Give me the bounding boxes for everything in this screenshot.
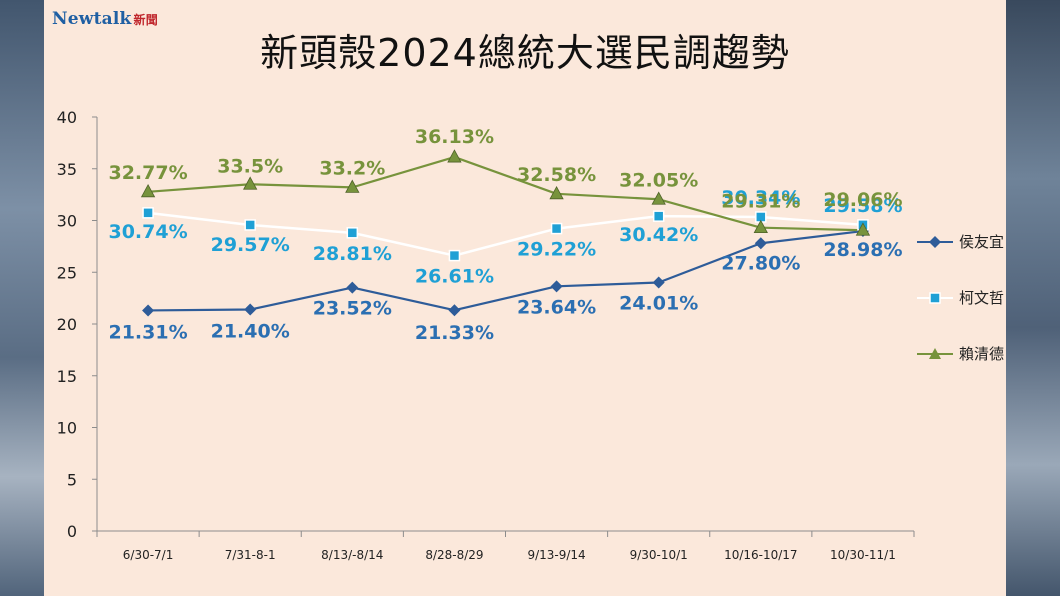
x-tick-label: 10/16-10/17	[724, 548, 798, 562]
x-tick-label: 9/30-10/1	[630, 548, 688, 562]
chart-title: 新頭殼2024總統大選民調趨勢	[260, 31, 790, 75]
diamond-marker	[754, 237, 767, 250]
right-blurred-backdrop	[1006, 0, 1060, 596]
legend-label: 柯文哲	[959, 289, 1005, 307]
data-label: 29.22%	[517, 239, 596, 261]
diamond-marker	[550, 280, 563, 293]
data-label: 21.40%	[211, 321, 290, 343]
triangle-marker	[753, 219, 768, 234]
data-label: 21.33%	[415, 322, 494, 344]
triangle-marker	[855, 222, 871, 236]
x-tick-label: 8/28-8/29	[425, 548, 483, 562]
x-tick-label: 6/30-7/1	[123, 548, 174, 562]
chart-panel: Newtalk 新聞 新頭殼2024總統大選民調趨勢	[44, 0, 1006, 596]
square-marker	[346, 227, 359, 239]
y-tick-label: 0	[67, 522, 77, 541]
data-label: 32.77%	[108, 162, 187, 184]
diamond-marker	[448, 304, 461, 317]
y-tick-label: 25	[57, 263, 77, 282]
y-tick-label: 10	[57, 419, 77, 438]
y-tick-label: 30	[57, 212, 77, 231]
legend-key-icon	[917, 347, 953, 359]
y-tick-label: 5	[67, 470, 77, 489]
y-tick-label: 35	[57, 160, 77, 179]
newtalk-logo: Newtalk 新聞	[52, 9, 158, 29]
data-label: 29.06%	[823, 189, 902, 211]
data-label: 28.98%	[823, 239, 902, 261]
triangle-marker	[243, 176, 258, 190]
logo-sub-text: 新聞	[133, 13, 158, 27]
data-label: 26.61%	[415, 266, 494, 288]
series-line-2	[147, 155, 863, 232]
legend-label: 賴清德	[959, 345, 1005, 363]
data-label: 23.64%	[517, 296, 596, 318]
square-marker	[142, 207, 154, 219]
triangle-marker	[140, 183, 156, 198]
data-label: 36.13%	[415, 126, 494, 148]
data-label: 30.42%	[619, 224, 698, 246]
data-label: 29.57%	[211, 234, 290, 256]
legend-item: 柯文哲	[915, 287, 1004, 308]
data-label: 30.74%	[108, 221, 187, 243]
y-tick-label: 20	[57, 315, 77, 334]
legend-item: 侯友宜	[915, 231, 1004, 252]
square-marker	[550, 222, 563, 235]
diamond-marker	[346, 281, 359, 294]
data-label: 28.81%	[313, 243, 392, 265]
data-label: 29.31%	[721, 191, 800, 213]
series-line-1	[147, 211, 864, 257]
legend-key-icon	[917, 291, 953, 304]
data-label: 27.80%	[721, 252, 800, 274]
triangle-marker	[549, 185, 564, 200]
triangle-marker	[447, 149, 462, 163]
data-label: 33.2%	[319, 157, 385, 179]
square-marker	[652, 210, 665, 222]
data-label: 23.52%	[313, 298, 392, 320]
x-tick-label: 8/13/-8/14	[321, 548, 383, 562]
y-tick-label: 15	[57, 367, 77, 386]
diamond-marker	[142, 304, 155, 317]
data-label: 29.58%	[823, 195, 902, 217]
left-blurred-backdrop	[0, 0, 44, 596]
y-tick-label: 40	[57, 108, 77, 127]
square-marker	[448, 249, 461, 262]
x-tick-label: 9/13-9/14	[527, 548, 585, 562]
x-tick-label: 7/31-8-1	[225, 548, 276, 562]
logo-text: Newtalk	[52, 9, 132, 29]
data-label: 32.05%	[619, 169, 698, 191]
triangle-marker	[345, 179, 360, 193]
x-tick-label: 10/30-11/1	[830, 548, 896, 562]
diamond-marker	[244, 303, 257, 316]
data-label: 30.34%	[721, 187, 800, 209]
data-label: 21.31%	[108, 321, 187, 343]
legend-label: 侯友宜	[959, 233, 1005, 251]
diamond-marker	[652, 276, 665, 289]
legend-key-icon	[917, 235, 953, 248]
legend-item: 賴清德	[915, 343, 1004, 364]
data-label: 32.58%	[517, 164, 596, 186]
data-label: 24.01%	[619, 292, 698, 314]
triangle-marker	[651, 191, 666, 205]
series-line-0	[148, 229, 864, 312]
square-marker	[244, 219, 256, 231]
data-label: 33.5%	[217, 155, 283, 177]
